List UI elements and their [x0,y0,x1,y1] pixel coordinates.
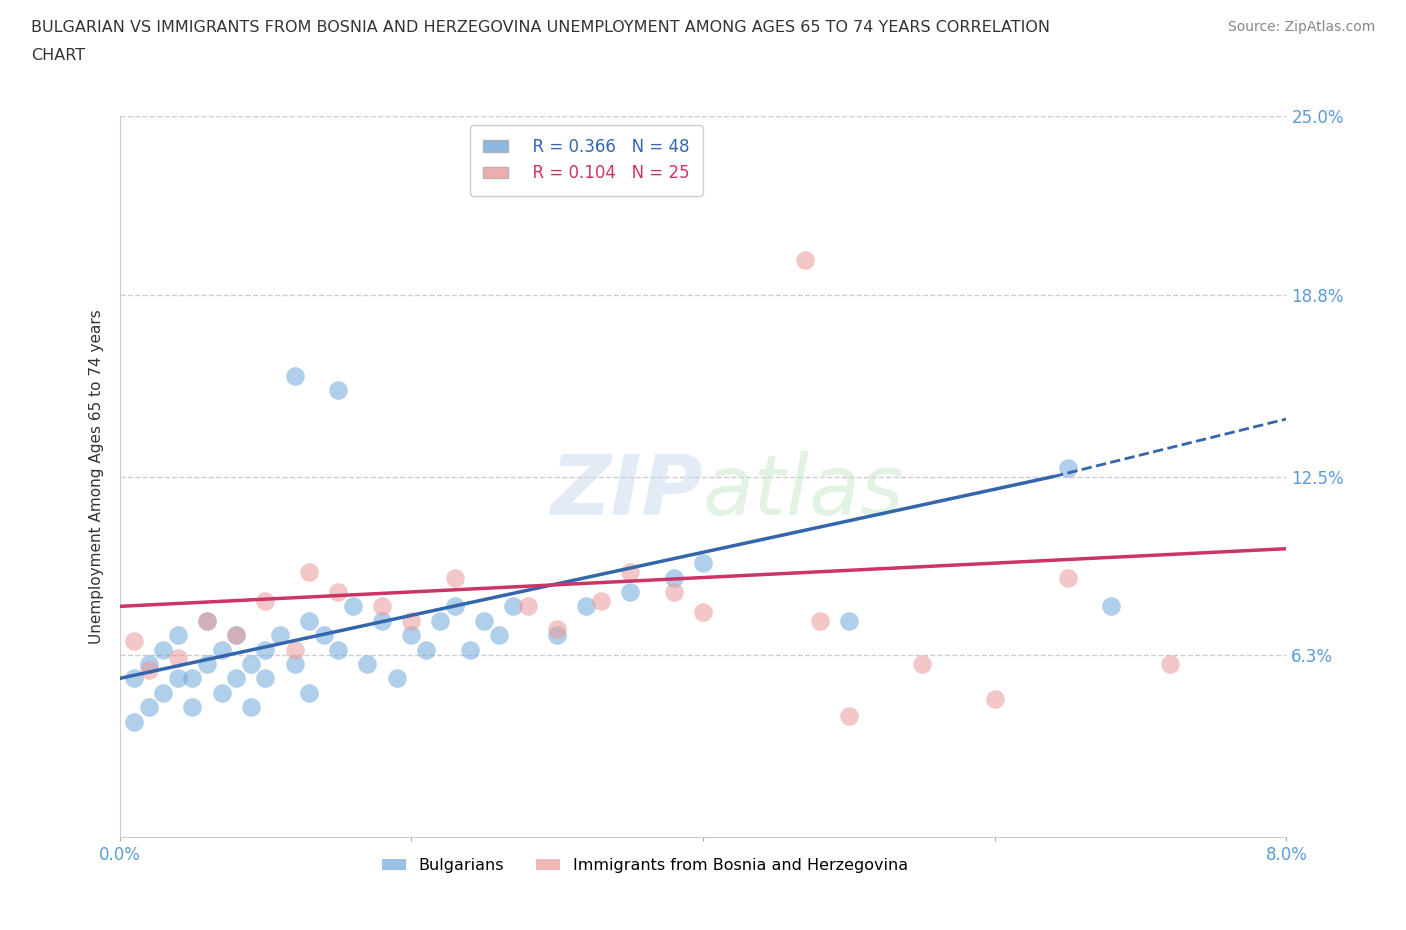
Point [794,253,817,268]
Point [984,691,1007,706]
Point [1056,460,1078,475]
Point [517,599,540,614]
Text: atlas: atlas [703,450,904,532]
Point [415,642,437,657]
Point [239,700,262,715]
Point [269,628,291,643]
Point [429,614,451,629]
Point [808,614,831,629]
Point [284,368,307,383]
Point [181,700,204,715]
Point [385,671,408,686]
Point [342,599,364,614]
Point [298,565,321,579]
Point [546,628,568,643]
Point [619,585,641,600]
Text: CHART: CHART [31,48,84,63]
Point [211,642,233,657]
Point [166,628,188,643]
Point [1159,657,1181,671]
Point [225,628,247,643]
Point [488,628,510,643]
Point [254,642,277,657]
Point [838,614,860,629]
Point [619,565,641,579]
Point [692,556,714,571]
Text: BULGARIAN VS IMMIGRANTS FROM BOSNIA AND HERZEGOVINA UNEMPLOYMENT AMONG AGES 65 T: BULGARIAN VS IMMIGRANTS FROM BOSNIA AND … [31,20,1050,35]
Point [254,593,277,608]
Point [546,622,568,637]
Point [575,599,598,614]
Point [1101,599,1123,614]
Point [152,642,174,657]
Point [502,599,524,614]
Point [239,657,262,671]
Point [356,657,378,671]
Point [166,671,188,686]
Point [328,383,350,398]
Point [298,685,321,700]
Legend: Bulgarians, Immigrants from Bosnia and Herzegovina: Bulgarians, Immigrants from Bosnia and H… [375,852,914,880]
Point [1056,570,1078,585]
Point [122,633,145,648]
Point [138,700,160,715]
Point [152,685,174,700]
Y-axis label: Unemployment Among Ages 65 to 74 years: Unemployment Among Ages 65 to 74 years [89,310,104,644]
Point [312,628,335,643]
Point [284,657,307,671]
Point [838,709,860,724]
Text: Source: ZipAtlas.com: Source: ZipAtlas.com [1227,20,1375,34]
Point [662,585,685,600]
Point [458,642,481,657]
Point [401,614,423,629]
Point [225,628,247,643]
Text: ZIP: ZIP [550,450,703,532]
Point [662,570,685,585]
Point [692,604,714,619]
Point [298,614,321,629]
Point [911,657,934,671]
Point [401,628,423,643]
Point [122,714,145,729]
Point [138,662,160,677]
Point [195,614,218,629]
Point [166,651,188,666]
Point [181,671,204,686]
Point [122,671,145,686]
Point [211,685,233,700]
Point [371,599,394,614]
Point [284,642,307,657]
Point [444,599,467,614]
Point [328,642,350,657]
Point [195,614,218,629]
Point [589,593,612,608]
Point [225,671,247,686]
Point [444,570,467,585]
Point [254,671,277,686]
Point [328,585,350,600]
Point [138,657,160,671]
Point [195,657,218,671]
Point [371,614,394,629]
Point [472,614,495,629]
